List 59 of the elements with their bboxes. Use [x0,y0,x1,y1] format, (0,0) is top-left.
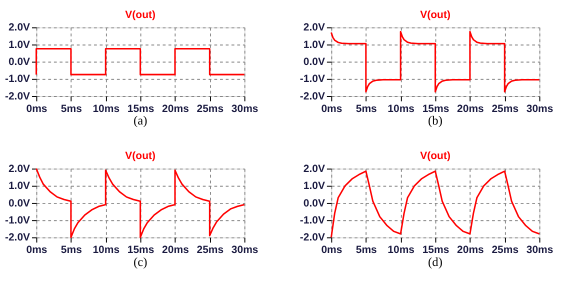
x-tick-label: 30ms [526,244,554,256]
x-tick-label: 25ms [196,102,224,115]
y-tick-label: 1.0V [303,38,326,51]
x-tick-label: 20ms [162,244,190,256]
x-tick-label: 15ms [422,102,450,115]
y-tick-label: -2.0V [300,90,326,102]
x-tick-label: 20ms [457,244,484,256]
chart-title: V(out) [420,8,450,21]
x-tick-label: 25ms [492,102,519,115]
line-series [330,30,540,93]
x-tick-label: 30ms [526,102,554,115]
x-tick-label: 5ms [60,244,82,256]
line-series [36,168,246,238]
x-tick-label: 0ms [321,244,342,256]
x-tick-label: 30ms [231,244,258,256]
x-tick-label: 10ms [92,102,120,115]
x-tick-label: 10ms [92,244,120,256]
y-tick-label: 1.0V [303,180,326,192]
y-tick-label: -1.0V [300,73,326,86]
x-tick-label: 5ms [60,102,82,115]
line-series [330,170,540,238]
chart-title: V(out) [420,150,450,162]
x-tick-label: 15ms [422,244,450,256]
y-tick-label: 2.0V [8,22,30,34]
x-tick-label: 20ms [457,102,484,115]
x-tick-label: 15ms [127,244,154,256]
y-tick-label: 2.0V [303,162,326,175]
y-tick-label: 0.0V [8,56,30,68]
y-tick-label: 0.0V [303,56,326,68]
x-tick-label: 20ms [162,102,190,115]
text: (a) [133,114,148,128]
y-tick-label: 0.0V [303,197,326,210]
x-tick-label: 10ms [388,102,415,115]
text: (d) [428,254,442,269]
y-tick-label: -1.0V [4,214,30,226]
y-tick-label: -1.0V [300,214,326,226]
chart-title: V(out) [125,150,156,162]
x-tick-label: 5ms [356,244,378,256]
y-tick-label: -1.0V [4,73,30,86]
text: (c) [133,254,148,269]
x-tick-label: 25ms [492,244,519,256]
y-tick-label: 0.0V [8,197,30,210]
x-tick-label: 15ms [127,102,154,115]
chart-title: V(out) [125,8,156,21]
y-tick-label: 2.0V [303,22,326,34]
x-tick-label: 30ms [231,102,258,115]
x-tick-label: 0ms [321,102,342,115]
y-tick-label: 2.0V [8,162,30,175]
y-tick-label: -2.0V [4,90,30,102]
x-tick-label: 10ms [388,244,415,256]
y-tick-label: -2.0V [4,232,30,244]
y-tick-label: 1.0V [8,180,30,192]
x-tick-label: 0ms [26,102,48,115]
text: (b) [428,114,442,128]
x-tick-label: 5ms [356,102,378,115]
y-tick-label: -2.0V [300,232,326,244]
x-tick-label: 0ms [26,244,48,256]
y-tick-label: 1.0V [8,38,30,51]
x-tick-label: 25ms [196,244,224,256]
